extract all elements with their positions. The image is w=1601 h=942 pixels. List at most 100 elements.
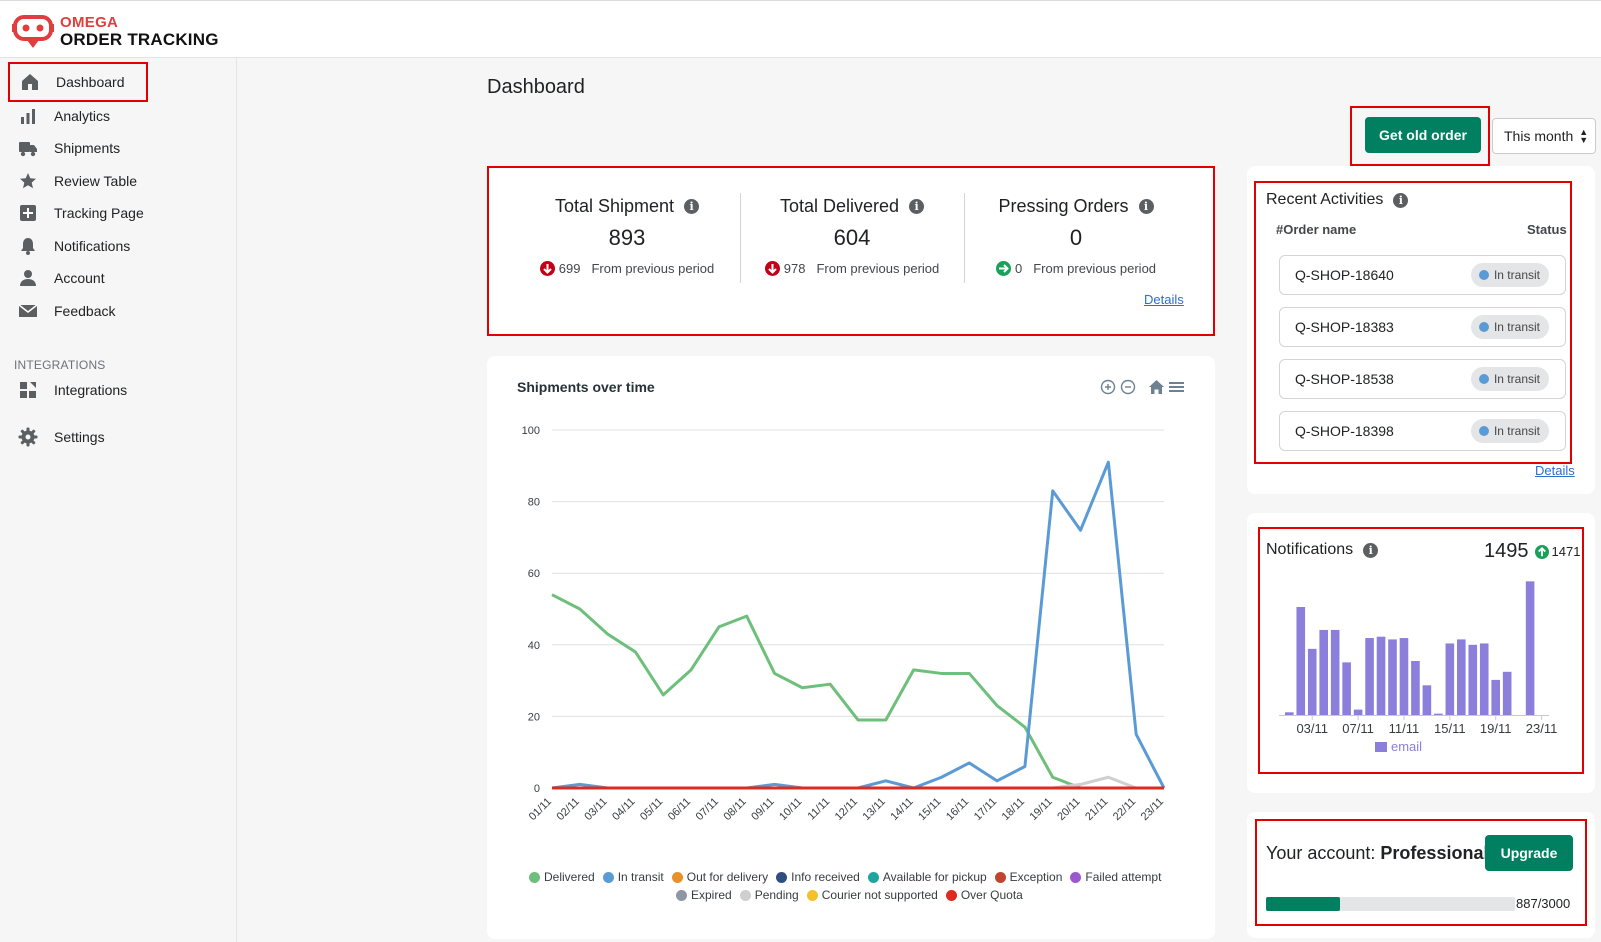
info-icon[interactable]: i [1363, 543, 1378, 558]
legend-item[interactable]: Exception [995, 870, 1063, 884]
x-tick-label: 14/11 [888, 796, 915, 823]
bar [1388, 639, 1397, 715]
reset-zoom-home-icon[interactable] [1148, 379, 1165, 395]
x-tick-label: 19/11 [1027, 796, 1054, 823]
sidebar-item-label: Shipments [54, 140, 120, 156]
sidebar-item-integrations[interactable]: Integrations [8, 370, 148, 410]
bell-icon [18, 236, 38, 256]
period-select[interactable]: This month ▲ ▼ [1492, 118, 1596, 154]
sort-arrows-icon: ▲ ▼ [1579, 128, 1588, 144]
period-select-value: This month [1504, 128, 1573, 144]
zoom-in-icon[interactable] [1100, 379, 1116, 395]
notifications-count: 1495 1471 [1484, 540, 1580, 563]
bar [1400, 638, 1409, 715]
x-tick-label: 23/11 [1526, 721, 1558, 736]
legend-marker [740, 890, 751, 901]
bar [1423, 685, 1432, 715]
home-icon [20, 72, 40, 92]
legend-item[interactable]: Out for delivery [672, 870, 768, 884]
stat-sub-label: From previous period [1033, 261, 1156, 276]
mail-icon [18, 301, 38, 321]
info-icon[interactable]: i [909, 199, 924, 214]
stat-delta: 0 [1015, 261, 1022, 276]
gear-icon [18, 427, 38, 447]
bar [1308, 649, 1317, 715]
recent-details-link[interactable]: Details [1535, 463, 1575, 478]
stat-value: 893 [517, 225, 737, 251]
sidebar-item-label: Integrations [54, 382, 127, 398]
chart-toolbar [1100, 379, 1185, 395]
stat-divider [964, 193, 965, 283]
order-row[interactable]: Q-SHOP-18538 In transit [1279, 359, 1566, 399]
x-tick-label: 04/11 [610, 796, 637, 823]
legend-item[interactable]: Pending [740, 888, 799, 902]
legend-item[interactable]: Available for pickup [868, 870, 987, 884]
info-icon[interactable]: i [1139, 199, 1154, 214]
legend-item[interactable]: Failed attempt [1070, 870, 1161, 884]
bar [1457, 639, 1466, 715]
order-row[interactable]: Q-SHOP-18398 In transit [1279, 411, 1566, 451]
status-dot-icon [1479, 374, 1489, 384]
legend-item[interactable]: Over Quota [946, 888, 1023, 902]
star-icon [18, 171, 38, 191]
x-tick-label: 12/11 [833, 796, 860, 823]
legend-label: Out for delivery [687, 870, 768, 884]
bar [1354, 710, 1363, 715]
x-tick-label: 08/11 [721, 796, 748, 823]
column-status: Status [1527, 222, 1567, 237]
upgrade-button[interactable]: Upgrade [1485, 835, 1573, 871]
order-name: Q-SHOP-18538 [1295, 371, 1394, 387]
legend-marker [672, 872, 683, 883]
bar [1468, 645, 1477, 715]
chart-legend: Delivered In transit Out for delivery Info … [529, 870, 1169, 884]
usage-progress-fill [1266, 897, 1340, 911]
notifications-total: 1495 [1484, 540, 1529, 563]
stat-sub-label: From previous period [816, 261, 939, 276]
order-name: Q-SHOP-18640 [1295, 267, 1394, 283]
legend-label: Available for pickup [883, 870, 987, 884]
status-badge: In transit [1471, 419, 1549, 443]
stat-value: 0 [966, 225, 1186, 251]
info-icon[interactable]: i [684, 199, 699, 214]
status-badge: In transit [1471, 315, 1549, 339]
info-icon[interactable]: i [1393, 193, 1408, 208]
status-badge: In transit [1471, 367, 1549, 391]
legend-label: Exception [1010, 870, 1063, 884]
sidebar-item-feedback[interactable]: Feedback [8, 291, 148, 331]
legend-label: In transit [618, 870, 664, 884]
sidebar: Dashboard Analytics Shipments Review Tab… [0, 58, 237, 942]
bar-chart-icon [18, 106, 38, 126]
x-tick-label: 20/11 [1055, 796, 1082, 823]
status-text: In transit [1494, 268, 1540, 282]
legend-label: Pending [755, 888, 799, 902]
x-tick-label: 05/11 [638, 796, 665, 823]
legend-label: Courier not supported [822, 888, 938, 902]
legend-item[interactable]: Expired [676, 888, 732, 902]
legend-marker [529, 872, 540, 883]
series-line-delivered [552, 595, 1164, 788]
legend-item[interactable]: Info received [776, 870, 860, 884]
sidebar-item-label: Account [54, 270, 105, 286]
sidebar-item-label: Tracking Page [54, 205, 144, 221]
status-badge: In transit [1471, 263, 1549, 287]
sidebar-item-settings[interactable]: Settings [8, 417, 148, 457]
stat-value: 604 [742, 225, 962, 251]
x-tick-label: 23/11 [1139, 796, 1166, 823]
bar [1411, 661, 1420, 715]
legend-item[interactable]: In transit [603, 870, 664, 884]
get-old-order-button[interactable]: Get old order [1365, 117, 1481, 153]
integrations-icon [18, 380, 38, 400]
notifications-header: Notifications i [1266, 541, 1378, 559]
order-row[interactable]: Q-SHOP-18640 In transit [1279, 255, 1566, 295]
legend-marker [603, 872, 614, 883]
legend-marker [807, 890, 818, 901]
stat-title: Total Shipment [555, 196, 674, 217]
order-row[interactable]: Q-SHOP-18383 In transit [1279, 307, 1566, 347]
brand-tagline: ORDER TRACKING [60, 30, 219, 50]
menu-icon[interactable] [1168, 379, 1185, 395]
x-tick-label: 21/11 [1083, 796, 1110, 823]
legend-item[interactable]: Delivered [529, 870, 595, 884]
legend-item[interactable]: Courier not supported [807, 888, 938, 902]
stats-details-link[interactable]: Details [1144, 292, 1184, 307]
zoom-out-icon[interactable] [1120, 379, 1136, 395]
